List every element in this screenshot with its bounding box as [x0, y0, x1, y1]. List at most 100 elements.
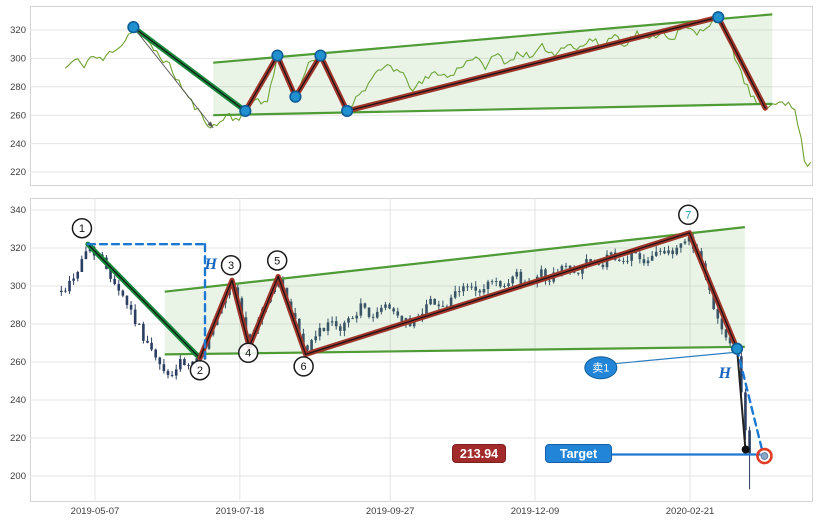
candle-body: [351, 318, 354, 320]
candle-body: [240, 298, 244, 318]
candle-body: [64, 290, 67, 292]
downtrend-line-core: [132, 26, 246, 112]
candle-body: [429, 298, 432, 305]
pivot-dot[interactable]: [127, 21, 140, 34]
candle-body: [720, 318, 724, 330]
channel-lower-line[interactable]: [213, 102, 773, 117]
pattern-zigzag-core: [199, 232, 738, 359]
candle-body: [76, 271, 80, 279]
pivot-dot[interactable]: [730, 342, 744, 355]
candle-body: [650, 255, 654, 261]
x-axis-tick-label: 2019-09-27: [366, 506, 415, 517]
candle-body: [162, 364, 166, 372]
y-axis-tick-label: 220: [10, 433, 26, 444]
candle-body: [581, 266, 584, 274]
candle-body: [322, 327, 326, 331]
candle-body: [158, 357, 162, 365]
price-drop-line: [736, 348, 747, 448]
y-axis-tick-label: 300: [10, 281, 26, 292]
candle-body: [380, 307, 383, 312]
candle-body: [638, 253, 642, 260]
candle-body: [60, 290, 63, 293]
candle-body: [478, 290, 482, 293]
candle-body: [396, 311, 400, 316]
overview-chart[interactable]: 320 300 280 260 240 220: [0, 0, 819, 192]
candle-body: [375, 311, 379, 318]
candle-body: [494, 281, 498, 283]
candle-body: [667, 250, 670, 254]
candle-body: [486, 281, 490, 290]
pivot-marker-7[interactable]: 7: [678, 204, 699, 226]
pivot-dot[interactable]: [314, 49, 327, 62]
candle-body: [474, 286, 478, 291]
pivot-number: 7: [685, 210, 691, 222]
candle-body: [166, 371, 170, 376]
candle-body: [466, 286, 469, 288]
candle-body: [663, 250, 666, 254]
candle-body: [515, 271, 519, 277]
candle-body: [728, 337, 732, 344]
candle-body: [68, 280, 71, 292]
candle-body: [84, 251, 88, 260]
target-point-dot[interactable]: [760, 452, 769, 460]
pivot-marker-6[interactable]: 6: [293, 356, 314, 377]
candle-body: [453, 291, 457, 298]
candle-body: [503, 286, 506, 287]
target-badge[interactable]: Target: [545, 444, 612, 463]
candle-body: [113, 278, 116, 285]
candle-body: [72, 278, 75, 281]
candle-body: [564, 265, 568, 267]
pivot-circle: [189, 359, 211, 381]
pivot-marker-5[interactable]: 5: [266, 250, 288, 271]
candle-body: [425, 304, 428, 314]
pivot-dot[interactable]: [271, 49, 284, 62]
downtrend-line-core: [87, 243, 201, 359]
channel-upper-line[interactable]: [213, 13, 773, 64]
candle-body: [683, 241, 687, 244]
candle-body: [482, 289, 486, 293]
pivot-dot[interactable]: [341, 104, 354, 118]
channel-lower-line[interactable]: [164, 345, 745, 356]
candle-body: [716, 309, 720, 319]
candle-body: [318, 327, 322, 337]
candle-body: [388, 304, 391, 309]
candle-body: [462, 286, 465, 292]
pivot-marker-3[interactable]: 3: [220, 255, 242, 276]
pivot-dot[interactable]: [289, 90, 302, 103]
sell-1-marker[interactable]: 卖1: [584, 356, 618, 380]
y-axis-tick-label: 200: [10, 471, 26, 482]
candle-body: [499, 281, 502, 287]
channel-upper-line[interactable]: [164, 226, 746, 293]
candle-body: [248, 334, 252, 338]
pivot-marker-4[interactable]: 4: [237, 342, 259, 364]
current-price-dot[interactable]: [741, 445, 750, 454]
x-axis-tick-label: 2019-05-07: [71, 506, 120, 517]
target-point-ring: [756, 447, 773, 465]
projection-dashed-line[interactable]: [735, 347, 765, 455]
candle-body: [117, 284, 121, 291]
current-price-badge[interactable]: 213.94: [452, 444, 506, 463]
y-axis-tick-label: 260: [10, 110, 26, 121]
detail-chart[interactable]: 340 320 300 280 260 240 220 200 2019-05-07 2019-0…: [0, 196, 819, 520]
y-axis-tick-label: 240: [10, 395, 26, 406]
candle-body: [146, 340, 149, 343]
candle-body: [125, 295, 129, 305]
pivot-marker-1[interactable]: 1: [71, 217, 93, 239]
candle-body: [654, 251, 658, 256]
pivot-circle: [678, 204, 699, 226]
pivot-circle: [237, 342, 259, 364]
candle-body: [306, 345, 309, 351]
pivot-number: 3: [228, 260, 234, 272]
x-axis-tick-label: 2019-07-18: [216, 506, 265, 517]
pivot-number: 2: [197, 365, 203, 377]
candle-body: [293, 313, 297, 319]
candle-body: [507, 283, 510, 287]
pivot-dot[interactable]: [712, 11, 725, 24]
pivot-dot[interactable]: [239, 104, 252, 118]
pivot-marker-2[interactable]: 2: [189, 359, 211, 381]
candle-body: [195, 358, 199, 362]
pivot-circle: [220, 255, 242, 276]
trend-arrowhead-icon: [207, 121, 214, 128]
candle-body: [109, 269, 112, 279]
